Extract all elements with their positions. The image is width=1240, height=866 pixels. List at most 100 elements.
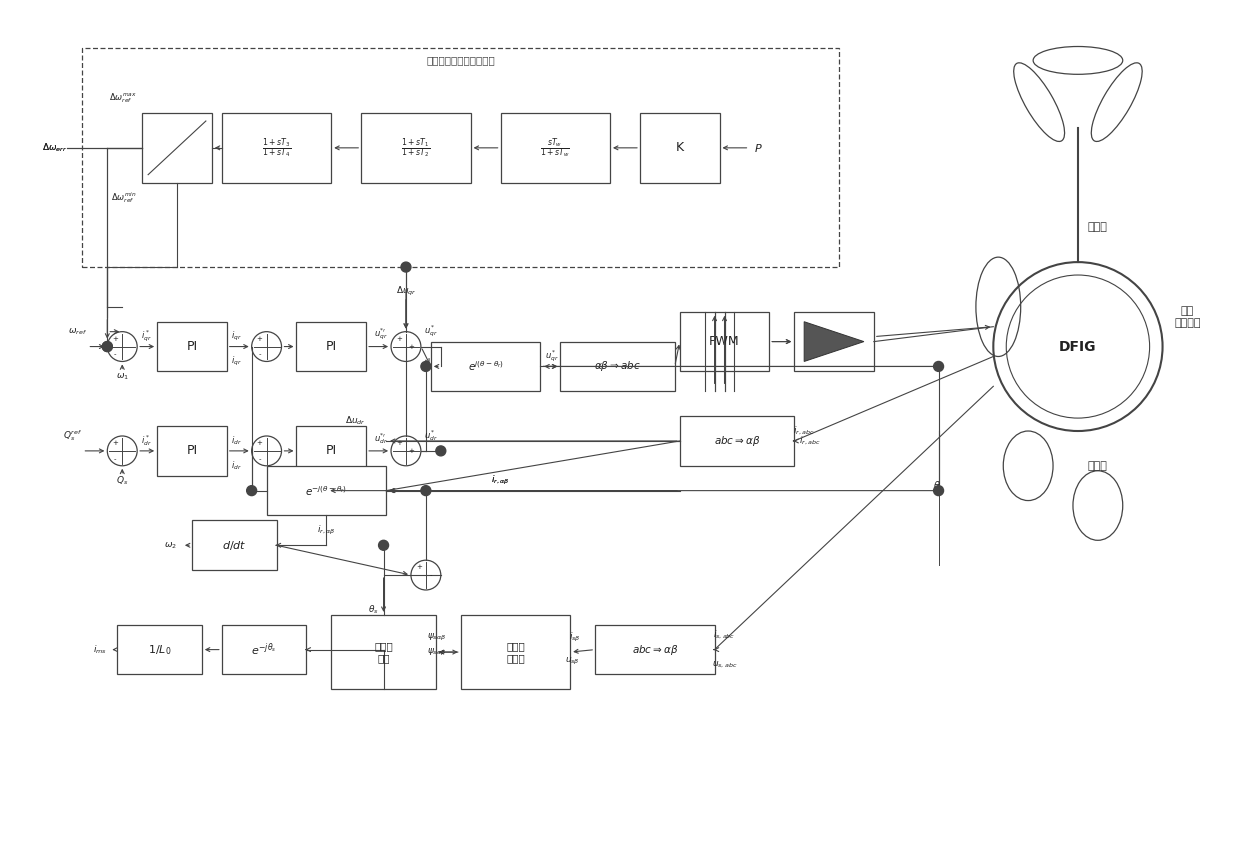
Text: K: K (676, 141, 683, 154)
Bar (361, 113, 471, 183)
Circle shape (391, 332, 420, 361)
Text: $\theta_r$: $\theta_r$ (932, 479, 944, 493)
Text: 定子磁
链计算: 定子磁 链计算 (506, 642, 525, 662)
Text: +: + (113, 336, 118, 341)
Text: $\omega_2$: $\omega_2$ (164, 540, 177, 551)
Text: $i_{dr}$: $i_{dr}$ (232, 435, 242, 447)
Text: $\Delta\omega_{ref}^{max}$: $\Delta\omega_{ref}^{max}$ (109, 92, 138, 105)
Text: +: + (257, 440, 263, 446)
Text: $u_{qr}^{*\prime}$: $u_{qr}^{*\prime}$ (374, 326, 388, 342)
Text: $P$: $P$ (754, 142, 763, 154)
Text: $e^{-j(\theta-\theta_r)}$: $e^{-j(\theta-\theta_r)}$ (305, 484, 347, 498)
Text: $e^{-j\theta_s}$: $e^{-j\theta_s}$ (252, 642, 277, 658)
Circle shape (103, 341, 113, 352)
Bar (192, 520, 277, 570)
Bar (331, 615, 435, 689)
Bar (296, 426, 366, 475)
Text: $u_{s\beta}$: $u_{s\beta}$ (565, 656, 580, 667)
Text: -: - (114, 352, 117, 358)
Text: $u_{dr}^{*\prime}$: $u_{dr}^{*\prime}$ (374, 431, 388, 446)
Text: PWM: PWM (709, 335, 740, 348)
Text: $i_{qr}^*$: $i_{qr}^*$ (141, 329, 153, 345)
Bar (640, 113, 719, 183)
Text: +: + (396, 440, 402, 446)
Text: $\Delta\omega_{err}$: $\Delta\omega_{err}$ (42, 142, 67, 154)
Text: $i_{r,\alpha\beta}$: $i_{r,\alpha\beta}$ (491, 475, 510, 488)
Bar (267, 466, 386, 515)
Text: PI: PI (186, 444, 197, 457)
Circle shape (108, 436, 138, 466)
Text: $i_{dr}^*$: $i_{dr}^*$ (141, 434, 153, 449)
Text: $e^{j(\theta-\theta_r)}$: $e^{j(\theta-\theta_r)}$ (467, 359, 503, 373)
Text: $i_{ms}$: $i_{ms}$ (93, 643, 108, 656)
Text: $d/dt$: $d/dt$ (222, 539, 247, 552)
Text: $\omega_1$: $\omega_1$ (115, 372, 129, 382)
Circle shape (252, 332, 281, 361)
Text: $\theta_s$: $\theta_s$ (368, 604, 379, 616)
Text: +: + (113, 440, 118, 446)
Text: $u_{s,abc}$: $u_{s,abc}$ (712, 659, 738, 669)
Circle shape (401, 262, 410, 272)
Text: $\frac{1+sT_1}{1+sT_2}$: $\frac{1+sT_1}{1+sT_2}$ (402, 136, 430, 160)
Text: $i_{dr}$: $i_{dr}$ (231, 460, 242, 472)
Text: 磁通角
计算: 磁通角 计算 (374, 642, 393, 662)
Text: $\Delta u_{qr}$: $\Delta u_{qr}$ (396, 286, 417, 299)
Text: $i_{r,\alpha\beta}$: $i_{r,\alpha\beta}$ (491, 475, 510, 488)
Circle shape (103, 341, 113, 352)
Bar (143, 113, 212, 183)
Bar (595, 624, 714, 675)
Text: $\psi_{s\alpha\beta}$: $\psi_{s\alpha\beta}$ (427, 647, 446, 657)
Text: 附加低频振荡阻尼控制器: 附加低频振荡阻尼控制器 (427, 55, 495, 66)
Bar (222, 113, 331, 183)
Text: $\frac{sT_w}{1+sT_w}$: $\frac{sT_w}{1+sT_w}$ (541, 136, 570, 160)
Text: PI: PI (326, 444, 337, 457)
Text: $i_{r,\alpha\beta}$: $i_{r,\alpha\beta}$ (317, 524, 336, 537)
Bar (680, 312, 769, 372)
Text: $i_{r,abc}$: $i_{r,abc}$ (800, 435, 821, 447)
Text: $\Delta\omega_{err}$: $\Delta\omega_{err}$ (42, 142, 67, 154)
Text: 转子侧: 转子侧 (1087, 223, 1107, 232)
Circle shape (378, 540, 388, 550)
Bar (560, 341, 675, 391)
Bar (157, 321, 227, 372)
Polygon shape (805, 321, 864, 361)
Text: PI: PI (326, 340, 337, 353)
Text: -: - (114, 456, 117, 462)
Circle shape (247, 486, 257, 495)
Bar (118, 624, 202, 675)
Text: 双馈
风电机组: 双馈 风电机组 (1174, 306, 1200, 327)
Circle shape (420, 361, 430, 372)
Circle shape (435, 446, 446, 456)
Circle shape (252, 436, 281, 466)
Text: 定子侧: 定子侧 (1087, 461, 1107, 471)
Bar (461, 615, 570, 689)
Bar (296, 321, 366, 372)
Circle shape (108, 332, 138, 361)
Text: -: - (258, 456, 260, 462)
Text: +: + (415, 564, 422, 570)
Text: +: + (257, 336, 263, 341)
Text: +: + (408, 448, 414, 454)
Text: -: - (258, 352, 260, 358)
Bar (501, 113, 610, 183)
Bar (82, 48, 839, 267)
Text: $Q_s^{ref}$: $Q_s^{ref}$ (63, 429, 82, 443)
Text: $i_{r,abc}$: $i_{r,abc}$ (794, 425, 815, 437)
Text: $abc\Rightarrow\alpha\beta$: $abc\Rightarrow\alpha\beta$ (631, 643, 678, 656)
Bar (157, 426, 227, 475)
Text: $Q_s$: $Q_s$ (117, 475, 129, 487)
Bar (794, 312, 874, 372)
Text: $u_{dr}^*$: $u_{dr}^*$ (424, 429, 438, 443)
Text: $i_{qr}$: $i_{qr}$ (231, 355, 242, 368)
Text: $\omega_{ref}$: $\omega_{ref}$ (68, 326, 87, 337)
Bar (222, 624, 306, 675)
Circle shape (934, 361, 944, 372)
Text: $i_{s,abc}$: $i_{s,abc}$ (713, 629, 735, 641)
Text: $\Delta\omega_{ref}^{min}$: $\Delta\omega_{ref}^{min}$ (112, 190, 138, 205)
Text: $1/L_0$: $1/L_0$ (148, 643, 171, 656)
Circle shape (420, 486, 430, 495)
Circle shape (391, 436, 420, 466)
Text: -: - (429, 572, 432, 578)
Circle shape (934, 486, 944, 495)
Text: $\psi_{s\alpha\beta}$: $\psi_{s\alpha\beta}$ (427, 631, 446, 643)
